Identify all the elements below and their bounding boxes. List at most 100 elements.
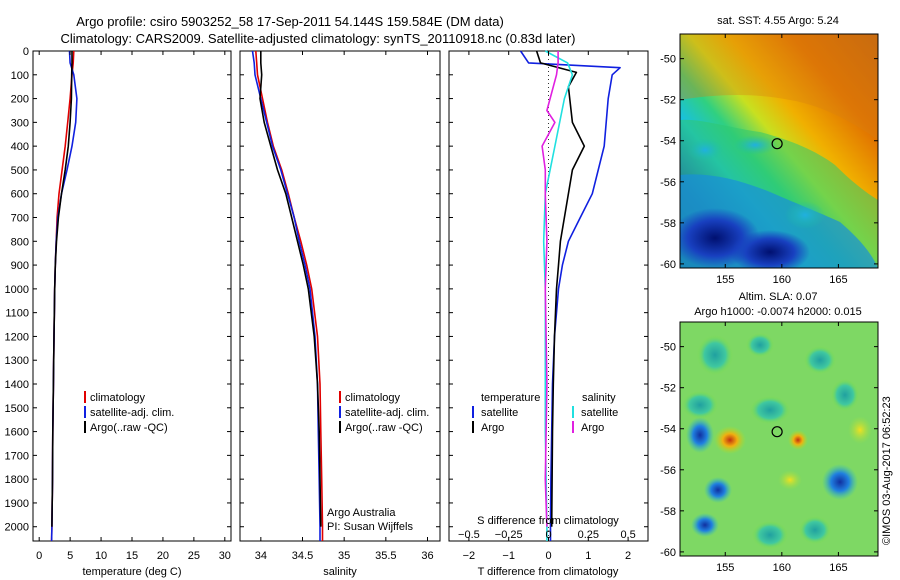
- depth-tick-label: 1900: [5, 498, 29, 510]
- map-lon-label: 165: [829, 562, 847, 574]
- temperature-axis-label: temperature (deg C): [82, 566, 181, 578]
- map-lat-label: -50: [660, 54, 676, 66]
- s-diff-tick-label: 0.5: [620, 529, 635, 541]
- s-diff-tick-label: −0.5: [458, 529, 480, 541]
- temperature-panel-frame: [32, 50, 232, 542]
- s-diff-tick-label: −0.25: [495, 529, 523, 541]
- legend-swatch-temp-satellite: [472, 406, 474, 418]
- map-lon-label: 160: [773, 562, 791, 574]
- legend-swatch-sal-satellite: [572, 406, 574, 418]
- sst-map-frame: [679, 33, 879, 269]
- x-tick-label: 34.5: [292, 550, 313, 562]
- figure-title-line1: Argo profile: csiro 5903252_58 17-Sep-20…: [76, 14, 504, 29]
- depth-tick-label: 2000: [5, 522, 29, 534]
- x-tick-label: 2: [625, 550, 631, 562]
- x-tick-label: 0: [545, 550, 551, 562]
- depth-tick-label: 1500: [5, 403, 29, 415]
- depth-tick-label: 200: [11, 94, 29, 106]
- x-tick-label: 20: [157, 550, 169, 562]
- map-lat-label: -58: [660, 506, 676, 518]
- depth-tick-label: 1300: [5, 355, 29, 367]
- legend-label-satellite: satellite-adj. clim.: [90, 407, 174, 419]
- map-lat-label: -60: [660, 259, 676, 271]
- map-lon-label: 155: [716, 562, 734, 574]
- salinity-panel-frame: [239, 50, 441, 542]
- x-tick-label: 35: [338, 550, 350, 562]
- map-lat-label: -56: [660, 465, 676, 477]
- legend-title-temperature: temperature: [481, 392, 540, 404]
- x-tick-label: 10: [95, 550, 107, 562]
- figure-title-line2: Climatology: CARS2009. Satellite-adjuste…: [61, 31, 576, 46]
- map-lat-label: -56: [660, 177, 676, 189]
- map-lon-label: 165: [829, 274, 847, 286]
- legend-label-climatology: climatology: [345, 392, 401, 404]
- legend-title-salinity: salinity: [582, 392, 616, 404]
- x-tick-label: 30: [219, 550, 231, 562]
- salinity-legend: climatology satellite-adj. clim. Argo(..…: [327, 391, 429, 533]
- sst-map-title: sat. SST: 4.55 Argo: 5.24: [717, 15, 839, 27]
- legend-label-climatology: climatology: [90, 392, 146, 404]
- x-tick-label: 35.5: [375, 550, 396, 562]
- map-lat-label: -54: [660, 424, 676, 436]
- depth-tick-label: 1400: [5, 379, 29, 391]
- difference-legend: temperature salinity satellite Argo sate…: [472, 392, 618, 434]
- s-diff-tick-label: 0.25: [578, 529, 599, 541]
- s-diff-tick-label: 0: [545, 529, 551, 541]
- depth-tick-label: 0: [23, 46, 29, 58]
- credit-line2: PI: Susan Wijffels: [327, 521, 413, 533]
- map-lon-label: 155: [716, 274, 734, 286]
- x-tick-label: 0: [36, 550, 42, 562]
- map-lat-label: -52: [660, 95, 676, 107]
- credit-line1: Argo Australia: [327, 507, 396, 519]
- x-tick-label: 5: [67, 550, 73, 562]
- series-line-salinity-argo: [541, 51, 559, 527]
- depth-tick-label: 1600: [5, 427, 29, 439]
- x-tick-label: 34: [255, 550, 267, 562]
- legend-swatch-satellite: [84, 406, 86, 418]
- depth-tick-label: 100: [11, 70, 29, 82]
- x-tick-label: 25: [188, 550, 200, 562]
- map-lat-label: -60: [660, 547, 676, 559]
- x-tick-label: 1: [585, 550, 591, 562]
- s-difference-axis-label: S difference from climatology: [477, 515, 619, 527]
- temperature-legend: climatology satellite-adj. clim. Argo(..…: [84, 391, 174, 434]
- salinity-axis-label: salinity: [323, 566, 357, 578]
- t-difference-axis-label: T difference from climatology: [478, 566, 619, 578]
- depth-tick-label: 1100: [5, 308, 29, 320]
- legend-swatch-climatology: [84, 391, 86, 403]
- sst-profile-location-marker: [771, 138, 783, 150]
- series-line-argo-raw-qc-: [51, 51, 73, 527]
- map-lat-label: -54: [660, 136, 676, 148]
- series-line-temperature-satellite: [519, 50, 621, 541]
- map-lon-label: 160: [773, 274, 791, 286]
- salinity-series: [251, 50, 324, 541]
- series-line-argo-raw-qc-: [259, 51, 322, 527]
- map-lat-label: -52: [660, 383, 676, 395]
- depth-tick-label: 800: [11, 236, 29, 248]
- timestamp-stamp: ©IMOS 03-Aug-2017 06:52:23: [881, 396, 893, 545]
- legend-label-temp-argo: Argo: [481, 422, 504, 434]
- legend-swatch-argo: [84, 421, 86, 433]
- depth-tick-label: 500: [11, 165, 29, 177]
- x-tick-label: −2: [463, 550, 476, 562]
- depth-tick-label: 1000: [5, 284, 29, 296]
- depth-tick-label: 400: [11, 141, 29, 153]
- depth-tick-label: 1800: [5, 474, 29, 486]
- depth-tick-label: 700: [11, 213, 29, 225]
- legend-label-satellite: satellite-adj. clim.: [345, 407, 429, 419]
- legend-swatch-sal-argo: [572, 421, 574, 433]
- x-tick-label: 36: [421, 550, 433, 562]
- difference-series: [519, 50, 621, 541]
- map-lat-label: -58: [660, 218, 676, 230]
- depth-tick-label: 300: [11, 117, 29, 129]
- depth-tick-label: 600: [11, 189, 29, 201]
- map-lat-label: -50: [660, 342, 676, 354]
- legend-label-sal-satellite: satellite: [581, 407, 618, 419]
- legend-label-sal-argo: Argo: [581, 422, 604, 434]
- sla-map-field: [680, 322, 878, 556]
- sst-map-ticks: -50 -52 -54 -56 -58 -60 155 160 165: [660, 34, 878, 286]
- legend-swatch-argo: [339, 421, 341, 433]
- legend-label-argo: Argo(..raw -QC): [345, 422, 423, 434]
- sla-map-frame: [679, 321, 879, 557]
